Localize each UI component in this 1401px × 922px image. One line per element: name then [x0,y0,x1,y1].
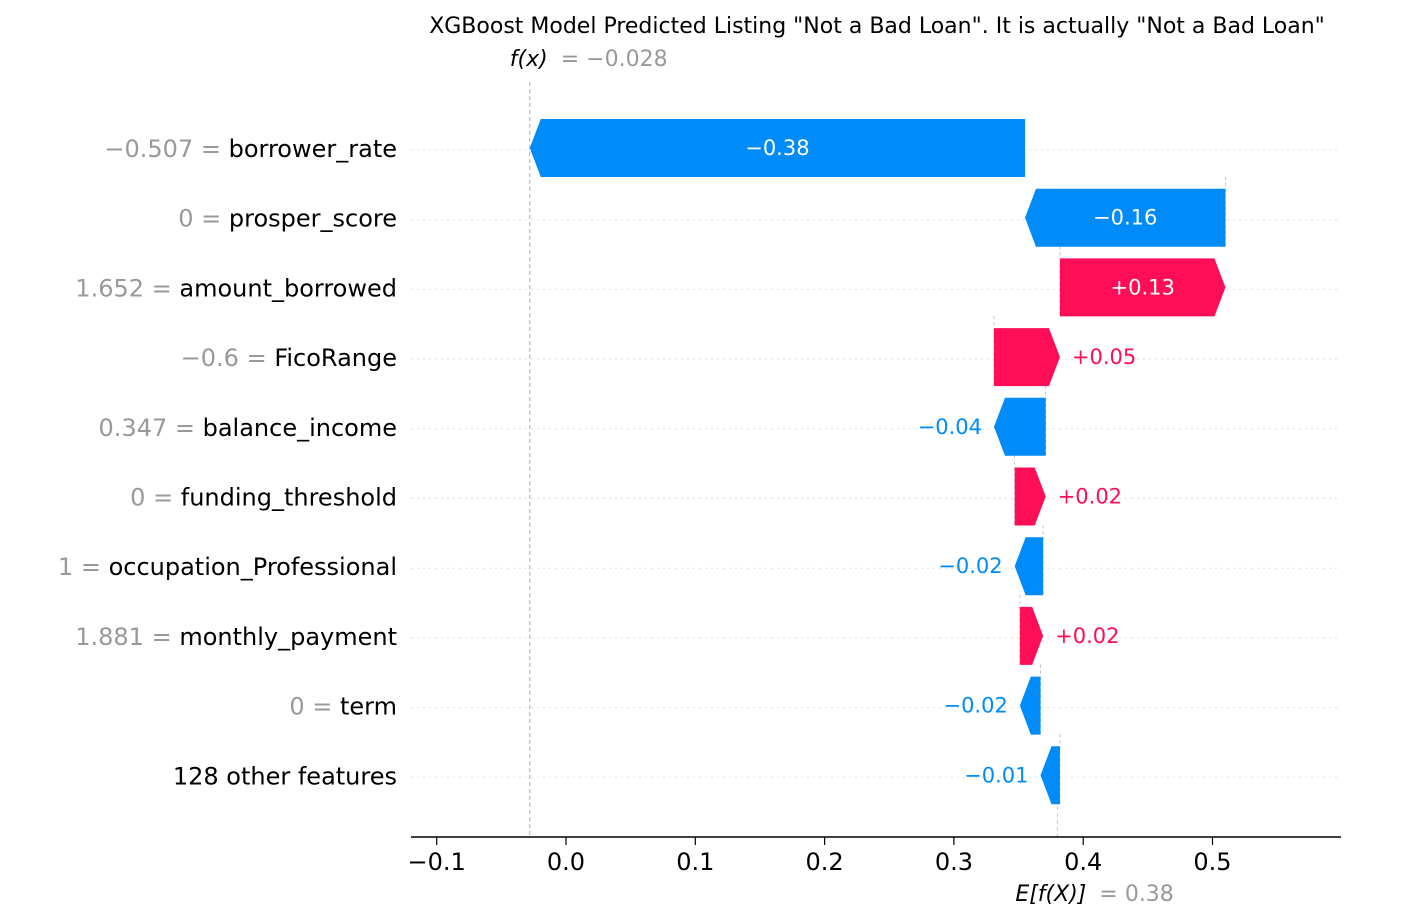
waterfall-bar [1019,676,1041,735]
feature-label: 1.652 = amount_borrowed [75,274,397,302]
feature-label: 1.881 = monthly_payment [75,623,397,651]
bar-value-label: −0.38 [745,136,809,160]
waterfall-bar [1014,467,1046,526]
chart-title: XGBoost Model Predicted Listing "Not a B… [429,14,1325,39]
fx-name: f(x) [510,47,548,72]
feature-name: funding_threshold [181,484,397,512]
feature-name: balance_income [203,414,397,442]
waterfall-bar [529,119,1026,177]
fx-label: f(x) = −0.028 [510,47,668,72]
x-tick-label: −0.1 [408,848,466,876]
feature-value: 0 = [178,205,229,233]
x-tick-label: 0.2 [806,848,844,876]
feature-label: 0 = funding_threshold [130,484,397,512]
bar-value-label: +0.05 [1072,345,1136,369]
base-value: = 0.38 [1099,882,1173,907]
feature-value: −0.6 = [181,344,275,372]
feature-label: 0 = term [289,693,397,721]
waterfall-bar [1040,746,1060,805]
x-tick-label: 0.4 [1064,848,1102,876]
feature-value: 0 = [130,484,181,512]
feature-name: amount_borrowed [179,274,397,302]
feature-name: monthly_payment [179,623,397,651]
bar-value-label: +0.02 [1055,624,1119,648]
feature-label: 0.347 = balance_income [99,414,397,442]
waterfall-bar [993,397,1046,456]
feature-name: 128 other features [173,762,397,790]
feature-label: −0.6 = FicoRange [181,344,397,372]
fx-value: = −0.028 [561,47,668,72]
feature-name: prosper_score [229,205,397,233]
bar-value-label: −0.16 [1093,206,1157,230]
feature-value: 0.347 = [99,414,203,442]
feature-value: 1 = [58,553,109,581]
waterfall-bar [1025,188,1226,247]
x-tick-label: 0.0 [547,848,585,876]
feature-label: −0.507 = borrower_rate [104,135,397,163]
feature-label: 128 other features [173,762,397,790]
waterfall-bar [1019,606,1044,665]
x-tick-label: 0.3 [935,848,973,876]
feature-value: 0 = [289,693,340,721]
feature-name: term [340,693,397,721]
feature-name: borrower_rate [229,135,397,163]
feature-name: occupation_Professional [109,553,397,581]
waterfall-bar [993,328,1060,387]
bar-value-label: +0.02 [1058,485,1122,509]
feature-name: FicoRange [274,344,397,372]
waterfall-bar [1059,258,1226,317]
waterfall-bar [1014,537,1044,596]
bar-value-label: −0.02 [938,554,1002,578]
feature-label: 1 = occupation_Professional [58,553,397,581]
bar-value-label: −0.02 [943,694,1007,718]
bar-value-label: +0.13 [1110,275,1174,299]
x-tick-label: 0.5 [1193,848,1231,876]
x-tick-label: 0.1 [676,848,714,876]
bar-value-label: −0.04 [918,415,982,439]
feature-value: −0.507 = [104,135,228,163]
base-name: E[f(X)] [1015,882,1086,907]
bar-value-label: −0.01 [964,763,1028,787]
feature-value: 1.652 = [75,274,179,302]
base-label: E[f(X)] = 0.38 [1015,882,1173,907]
feature-label: 0 = prosper_score [178,205,397,233]
feature-value: 1.881 = [75,623,179,651]
